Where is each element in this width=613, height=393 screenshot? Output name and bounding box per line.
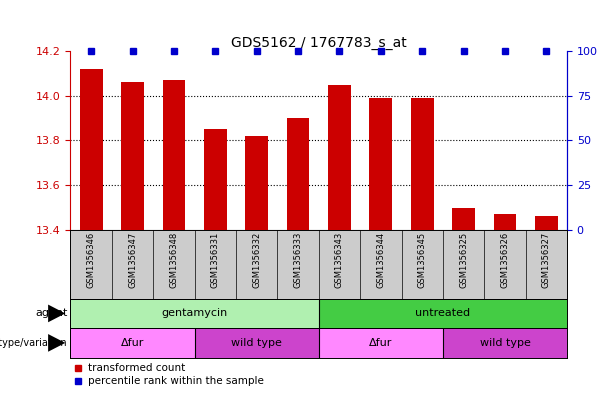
Title: GDS5162 / 1767783_s_at: GDS5162 / 1767783_s_at — [231, 36, 406, 50]
Polygon shape — [48, 334, 66, 352]
Text: GSM1356346: GSM1356346 — [86, 232, 96, 288]
Bar — [245, 136, 268, 230]
Bar — [443, 328, 567, 358]
Text: agent: agent — [35, 309, 67, 318]
Bar — [80, 69, 102, 230]
Text: gentamycin: gentamycin — [161, 309, 228, 318]
Text: GSM1356326: GSM1356326 — [500, 232, 509, 288]
Bar — [370, 98, 392, 230]
Text: GSM1356325: GSM1356325 — [459, 232, 468, 288]
Text: GSM1356327: GSM1356327 — [542, 232, 551, 288]
Text: GSM1356347: GSM1356347 — [128, 232, 137, 288]
Bar — [287, 118, 310, 230]
Text: transformed count: transformed count — [88, 363, 185, 373]
Bar — [535, 217, 558, 230]
Text: GSM1356348: GSM1356348 — [169, 232, 178, 288]
Bar — [328, 84, 351, 230]
Text: percentile rank within the sample: percentile rank within the sample — [88, 376, 264, 386]
Text: GSM1356345: GSM1356345 — [417, 232, 427, 288]
Bar — [411, 98, 433, 230]
Bar — [204, 129, 227, 230]
Text: GSM1356344: GSM1356344 — [376, 232, 386, 288]
Text: GSM1356343: GSM1356343 — [335, 232, 344, 288]
Bar — [452, 208, 475, 230]
Bar — [70, 328, 195, 358]
Text: wild type: wild type — [231, 338, 282, 348]
Bar — [319, 299, 567, 328]
Text: genotype/variation: genotype/variation — [0, 338, 67, 348]
Text: GSM1356331: GSM1356331 — [211, 232, 220, 288]
Text: GSM1356333: GSM1356333 — [294, 232, 303, 288]
Polygon shape — [48, 305, 66, 322]
Bar — [162, 80, 185, 230]
Text: untreated: untreated — [416, 309, 470, 318]
Bar — [121, 83, 144, 230]
Text: Δfur: Δfur — [369, 338, 392, 348]
Text: GSM1356332: GSM1356332 — [252, 232, 261, 288]
Bar — [319, 328, 443, 358]
Bar — [493, 214, 516, 230]
Bar — [195, 328, 319, 358]
Text: Δfur: Δfur — [121, 338, 144, 348]
Text: wild type: wild type — [479, 338, 530, 348]
Bar — [70, 299, 319, 328]
